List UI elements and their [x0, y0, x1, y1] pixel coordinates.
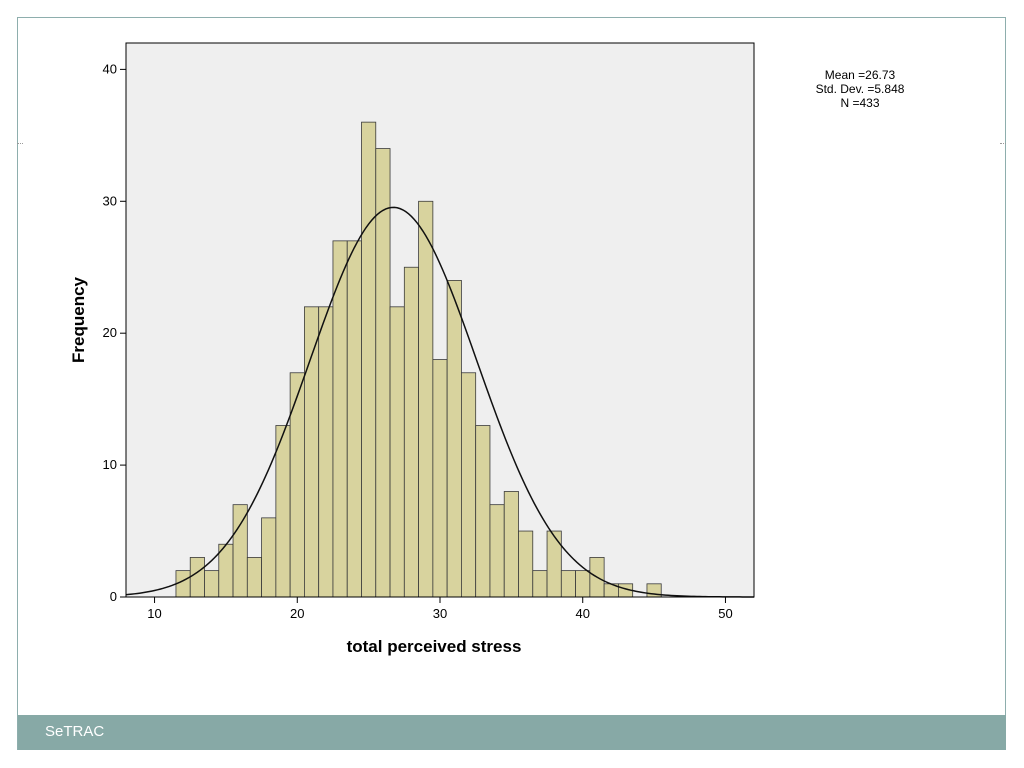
- histogram-bar: [346, 240, 362, 598]
- x-axis-label: total perceived stress: [347, 637, 522, 656]
- histogram-bar: [503, 491, 519, 598]
- x-tick-label: 30: [433, 606, 447, 621]
- y-axis: 0 10 20 30 40: [103, 61, 126, 604]
- histogram-bar: [575, 570, 591, 598]
- footer-brand: SeTRAC: [45, 723, 105, 740]
- histogram-bar: [475, 425, 491, 598]
- histogram-bar: [518, 530, 534, 598]
- normal-curve: [125, 206, 755, 598]
- x-axis: 10 20 30 40 50: [147, 597, 733, 621]
- stats-legend: Mean =26.73 Std. Dev. =5.848 N =433: [780, 68, 940, 110]
- histogram-bar: [189, 557, 205, 598]
- histogram-bar: [332, 240, 348, 598]
- std-dev-stat: Std. Dev. =5.848: [815, 82, 905, 96]
- histogram-bar: [218, 543, 234, 598]
- x-tick-label: 20: [290, 606, 304, 621]
- histogram-bar: [175, 570, 191, 598]
- footer-bar: SeTRAC: [18, 715, 1006, 750]
- histogram-bar: [446, 280, 462, 598]
- y-axis-label: Frequency: [69, 276, 88, 363]
- histogram-bar: [389, 306, 405, 598]
- n-stat: N =433: [840, 96, 880, 110]
- x-tick-label: 50: [718, 606, 732, 621]
- histogram-bar: [232, 504, 248, 598]
- histogram-bar: [375, 148, 391, 598]
- right-edge-mark: [1000, 143, 1006, 145]
- histogram-bar: [261, 517, 277, 598]
- histogram-bar: [461, 372, 477, 598]
- histogram-bar: [532, 570, 548, 598]
- y-tick-label: 40: [103, 61, 117, 76]
- mean-stat: Mean =26.73: [824, 68, 896, 82]
- histogram-bar: [246, 557, 262, 598]
- histogram-bar: [489, 504, 505, 598]
- histogram-bar: [275, 425, 291, 598]
- x-tick-label: 10: [147, 606, 161, 621]
- y-tick-label: 10: [103, 457, 117, 472]
- histogram-bar: [546, 530, 562, 598]
- y-tick-label: 0: [110, 589, 117, 604]
- histogram-bar: [204, 570, 220, 598]
- left-edge-mark: [17, 143, 23, 145]
- histogram-bar: [560, 570, 576, 598]
- histogram-bar: [304, 306, 320, 598]
- histogram-bar: [318, 306, 334, 598]
- x-tick-label: 40: [575, 606, 589, 621]
- y-tick-label: 30: [103, 193, 117, 208]
- histogram-bar: [361, 121, 377, 598]
- histogram-bar: [418, 200, 434, 598]
- histogram-bar: [289, 372, 305, 598]
- histogram-bar: [403, 266, 419, 598]
- y-tick-label: 20: [103, 325, 117, 340]
- histogram-bar: [432, 359, 448, 598]
